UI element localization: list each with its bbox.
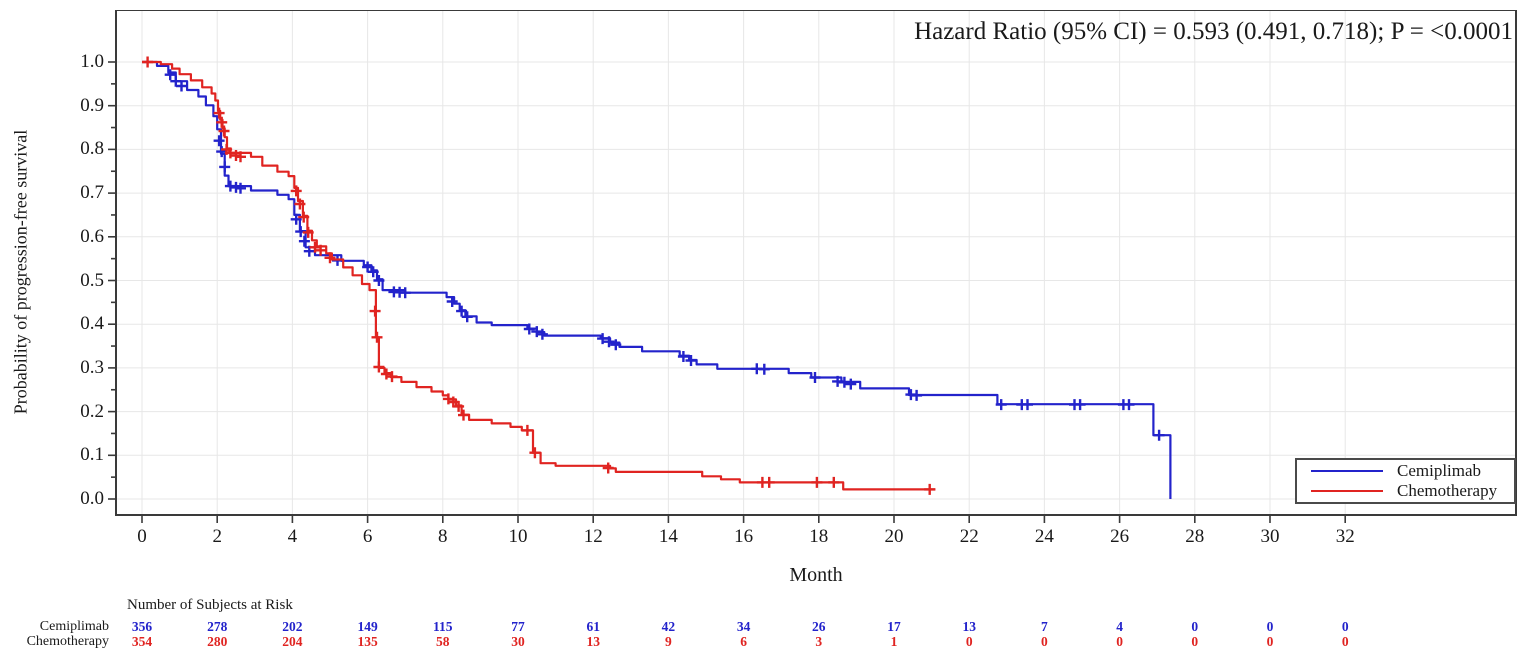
risk-table-header: Number of Subjects at Risk (127, 597, 293, 613)
x-axis-title: Month (789, 564, 843, 586)
survival-curve-chemotherapy (142, 60, 936, 491)
risk-count-cemiplimab-month-20: 17 (887, 619, 901, 634)
survival-curve-cemiplimab (142, 60, 1172, 499)
risk-count-chemotherapy-month-32: 0 (1341, 634, 1349, 649)
risk-count-cemiplimab-month-8: 115 (433, 619, 453, 634)
legend-box: Cemiplimab Chemotherapy (1295, 458, 1516, 504)
x-tick-label: 20 (884, 526, 904, 547)
risk-count-cemiplimab-month-22: 13 (962, 619, 976, 634)
risk-count-cemiplimab-month-28: 0 (1191, 619, 1199, 634)
y-tick-label: 0.5 (80, 269, 104, 291)
x-tick-label: 0 (137, 526, 147, 547)
risk-count-chemotherapy-month-16: 6 (740, 634, 747, 649)
risk-count-cemiplimab-month-4: 202 (282, 619, 303, 634)
y-tick-label: 0.8 (80, 138, 104, 160)
risk-count-cemiplimab-month-18: 26 (812, 619, 826, 634)
risk-count-chemotherapy-month-6: 135 (357, 634, 378, 649)
risk-count-chemotherapy-month-24: 0 (1041, 634, 1048, 649)
y-tick-label: 0.7 (80, 182, 104, 204)
risk-count-chemotherapy-month-12: 13 (586, 634, 600, 649)
risk-row-label-chemotherapy: Chemotherapy (26, 634, 109, 649)
risk-count-cemiplimab-month-10: 77 (511, 619, 525, 634)
x-tick-label: 8 (438, 526, 448, 547)
risk-count-chemotherapy-month-20: 1 (890, 634, 898, 649)
legend-item-cemiplimab: Cemiplimab (1297, 461, 1514, 481)
risk-count-cemiplimab-month-14: 42 (661, 619, 676, 634)
risk-count-cemiplimab-month-24: 7 (1041, 619, 1048, 634)
cemiplimab-line-sample (1311, 469, 1383, 472)
x-tick-label: 4 (287, 526, 298, 547)
y-axis-title: Probability of progression-free survival (10, 129, 31, 415)
y-tick-label: 0.0 (80, 488, 104, 509)
risk-count-cemiplimab-month-32: 0 (1341, 619, 1349, 634)
x-tick-label: 28 (1185, 526, 1205, 547)
x-tick-label: 2 (212, 526, 222, 547)
y-tick-label: 1.0 (80, 51, 104, 72)
risk-count-cemiplimab-month-30: 0 (1266, 619, 1274, 634)
legend-label-chemotherapy: Chemotherapy (1397, 481, 1498, 501)
risk-count-chemotherapy-month-26: 0 (1116, 634, 1123, 649)
x-tick-label: 6 (362, 526, 373, 547)
risk-count-chemotherapy-month-4: 204 (282, 634, 303, 649)
risk-count-chemotherapy-month-0: 354 (131, 634, 153, 649)
x-tick-label: 16 (734, 526, 754, 547)
risk-count-chemotherapy-month-8: 58 (436, 634, 450, 649)
y-tick-label: 0.1 (80, 444, 104, 466)
legend-item-chemotherapy: Chemotherapy (1297, 481, 1514, 501)
risk-count-chemotherapy-month-18: 3 (815, 634, 823, 649)
plot-area (108, 10, 1517, 523)
x-tick-label: 32 (1335, 526, 1355, 547)
risk-row-label-cemiplimab: Cemiplimab (39, 619, 109, 634)
y-tick-label: 0.2 (80, 400, 104, 422)
chemotherapy-line-sample (1311, 490, 1383, 493)
risk-count-cemiplimab-month-2: 278 (207, 619, 228, 634)
y-tick-label: 0.3 (80, 356, 104, 378)
risk-count-chemotherapy-month-14: 9 (665, 634, 672, 649)
x-tick-label: 10 (508, 526, 528, 547)
risk-count-chemotherapy-month-2: 280 (207, 634, 228, 649)
x-tick-label: 22 (959, 526, 979, 547)
risk-count-cemiplimab-month-26: 4 (1116, 619, 1123, 634)
plot-frame (115, 10, 1517, 516)
x-tick-label: 18 (809, 526, 829, 547)
x-tick-label: 14 (658, 526, 678, 547)
x-tick-label: 24 (1034, 526, 1054, 547)
censor-marks-chemotherapy (142, 56, 936, 495)
risk-count-chemotherapy-month-30: 0 (1266, 634, 1274, 649)
y-tick-label: 0.4 (80, 313, 104, 335)
censor-marks-cemiplimab (164, 69, 1165, 441)
risk-count-chemotherapy-month-10: 30 (511, 634, 525, 649)
risk-count-cemiplimab-month-6: 149 (357, 619, 378, 634)
x-tick-label: 26 (1110, 526, 1130, 547)
hazard-ratio-annotation: Hazard Ratio (95% CI) = 0.593 (0.491, 0.… (914, 18, 1513, 45)
legend-label-cemiplimab: Cemiplimab (1397, 460, 1482, 480)
x-tick-label: 30 (1260, 526, 1280, 547)
y-tick-label: 0.9 (80, 94, 104, 116)
y-tick-label: 0.6 (80, 225, 104, 247)
risk-count-cemiplimab-month-12: 61 (586, 619, 600, 634)
risk-count-chemotherapy-month-22: 0 (965, 634, 973, 649)
x-tick-label: 12 (583, 526, 603, 547)
risk-count-cemiplimab-month-0: 356 (131, 619, 153, 634)
risk-count-chemotherapy-month-28: 0 (1191, 634, 1199, 649)
risk-count-cemiplimab-month-16: 34 (736, 619, 751, 634)
